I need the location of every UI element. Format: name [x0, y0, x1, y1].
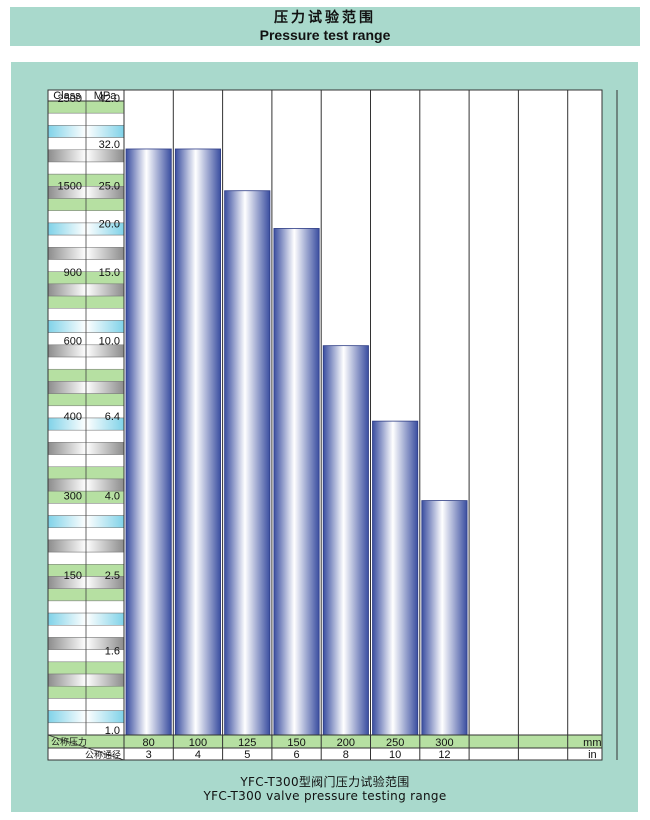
tick-label-in: 5 [244, 749, 250, 761]
scale-label-mpa: 2.5 [105, 570, 120, 582]
tick-label-in: 12 [438, 749, 450, 761]
row-label-pressure: 公称压力 [51, 736, 87, 748]
scale-label-class: 2500 [58, 93, 82, 105]
scale-label-mpa: 1.6 [105, 646, 120, 658]
bar-125 [224, 190, 271, 736]
tick-label-mm: 80 [143, 737, 155, 749]
title-banner: 压力试验范围 Pressure test range [10, 7, 640, 46]
header-mpa-label: MPa [94, 90, 118, 102]
scale-label-mpa: 25.0 [99, 181, 120, 193]
row-label-diagonal [47, 734, 125, 761]
bar-150 [273, 228, 320, 736]
bar-300 [421, 500, 468, 736]
tick-label-mm: 125 [238, 737, 256, 749]
scale-label-mpa: 32.0 [99, 139, 120, 151]
bar-200 [322, 345, 369, 736]
bar-250 [372, 420, 419, 736]
bar-100 [174, 148, 222, 736]
tick-label-mm: 150 [287, 737, 305, 749]
tick-label-in: 3 [146, 749, 152, 761]
caption-en: YFC-T300 valve pressure testing range [203, 789, 447, 803]
bars [125, 148, 468, 736]
tick-label-in: 10 [389, 749, 401, 761]
caption-cn: YFC-T300型阀门压力试验范围 [240, 775, 410, 789]
scale-label-class: 1500 [58, 181, 82, 193]
scale-label-class: 600 [64, 336, 82, 348]
scale-label-mpa: 1.0 [105, 725, 120, 737]
page-title-en: Pressure test range [259, 27, 391, 43]
scale-label-mpa: 4.0 [105, 491, 120, 503]
scale-label-mpa: 6.4 [105, 411, 120, 423]
tick-label-mm: 300 [435, 737, 453, 749]
scale-label-class: 300 [64, 491, 82, 503]
row-in [47, 747, 603, 761]
tick-label-in: in [588, 749, 597, 761]
scale-label-class: 150 [64, 570, 82, 582]
scale-label-mpa: 42.0 [99, 93, 120, 105]
bar-80 [125, 148, 172, 736]
header-class-label: Class [53, 90, 81, 102]
tick-label-mm: mm [583, 737, 601, 749]
scale-label-mpa: 15.0 [99, 267, 120, 279]
tick-label-in: 6 [293, 749, 299, 761]
scale-label-class: 400 [64, 411, 82, 423]
tick-label-mm: 100 [189, 737, 207, 749]
tick-label-in: 4 [195, 749, 201, 761]
row-label-diameter: 公称通径 [85, 749, 121, 761]
scale-label-mpa: 10.0 [99, 336, 120, 348]
tick-label-in: 8 [343, 749, 349, 761]
page-title-cn: 压力试验范围 [274, 10, 376, 26]
scale-label-mpa: 20.0 [99, 218, 120, 230]
scale-label-class: 900 [64, 267, 82, 279]
tick-label-mm: 250 [386, 737, 404, 749]
tick-label-mm: 200 [337, 737, 355, 749]
